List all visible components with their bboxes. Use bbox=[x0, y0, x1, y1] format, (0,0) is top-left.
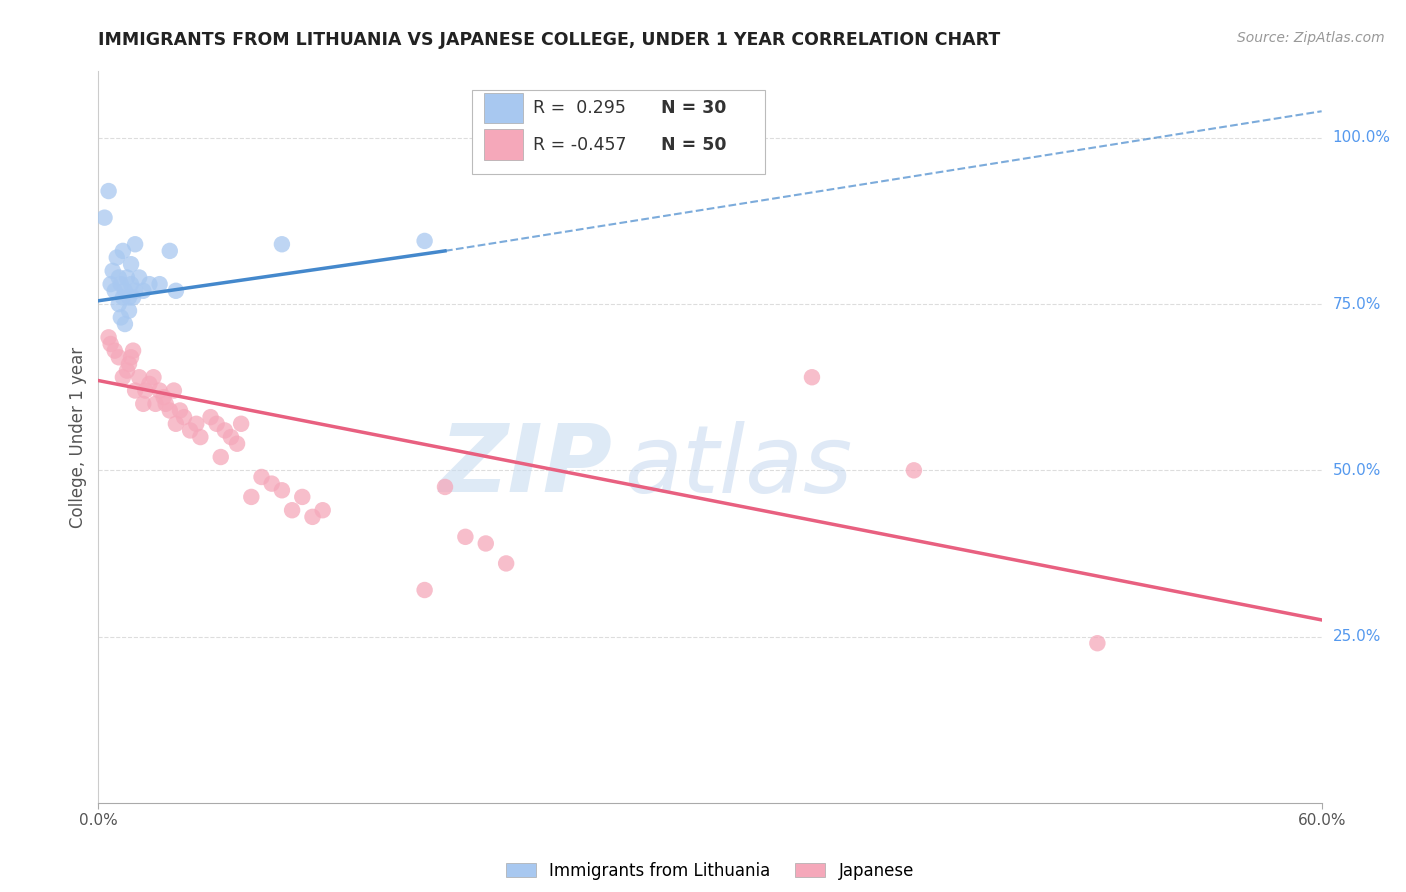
Point bbox=[454, 530, 477, 544]
Point bbox=[214, 424, 236, 438]
Point bbox=[270, 483, 294, 498]
Point bbox=[118, 290, 141, 304]
Point bbox=[115, 363, 138, 377]
Point bbox=[128, 370, 150, 384]
Text: R = -0.457: R = -0.457 bbox=[533, 136, 626, 153]
Point bbox=[97, 184, 120, 198]
Point bbox=[903, 463, 925, 477]
Text: N = 30: N = 30 bbox=[661, 99, 727, 117]
Point bbox=[291, 490, 314, 504]
Point bbox=[1085, 636, 1108, 650]
Point bbox=[111, 244, 134, 258]
Point bbox=[169, 403, 191, 417]
Point bbox=[115, 270, 138, 285]
Point bbox=[114, 317, 136, 331]
Text: ZIP: ZIP bbox=[439, 420, 612, 512]
Point bbox=[110, 310, 132, 325]
Point bbox=[159, 244, 181, 258]
Point bbox=[301, 509, 323, 524]
Point bbox=[165, 284, 187, 298]
Point bbox=[149, 384, 172, 398]
Point bbox=[231, 417, 253, 431]
Point bbox=[108, 297, 131, 311]
Point bbox=[100, 337, 122, 351]
Point bbox=[105, 251, 128, 265]
Point bbox=[179, 424, 201, 438]
Point bbox=[104, 343, 127, 358]
Point bbox=[240, 490, 263, 504]
Point bbox=[124, 237, 146, 252]
Point bbox=[120, 257, 142, 271]
Point bbox=[124, 284, 146, 298]
Point bbox=[413, 234, 436, 248]
Text: 25.0%: 25.0% bbox=[1333, 629, 1381, 644]
Point bbox=[145, 397, 167, 411]
Text: Source: ZipAtlas.com: Source: ZipAtlas.com bbox=[1237, 31, 1385, 45]
Point bbox=[120, 277, 142, 292]
Point bbox=[186, 417, 208, 431]
Point bbox=[250, 470, 273, 484]
Point bbox=[495, 557, 517, 571]
Point bbox=[134, 384, 156, 398]
Point bbox=[163, 384, 186, 398]
Point bbox=[200, 410, 222, 425]
Point bbox=[118, 357, 141, 371]
Point bbox=[138, 277, 160, 292]
Point bbox=[101, 264, 124, 278]
Point bbox=[205, 417, 228, 431]
Point bbox=[93, 211, 115, 225]
Point bbox=[270, 237, 294, 252]
Text: R =  0.295: R = 0.295 bbox=[533, 99, 626, 117]
FancyBboxPatch shape bbox=[484, 93, 523, 123]
Point bbox=[149, 277, 172, 292]
Point bbox=[132, 397, 155, 411]
Point bbox=[120, 351, 142, 365]
Point bbox=[281, 503, 304, 517]
Y-axis label: College, Under 1 year: College, Under 1 year bbox=[69, 346, 87, 528]
Point bbox=[260, 476, 283, 491]
Point bbox=[474, 536, 498, 550]
Point bbox=[111, 290, 134, 304]
Point bbox=[114, 284, 136, 298]
Text: 100.0%: 100.0% bbox=[1333, 130, 1391, 145]
Point bbox=[104, 284, 127, 298]
Point bbox=[110, 277, 132, 292]
Point bbox=[100, 277, 122, 292]
Point bbox=[219, 430, 242, 444]
Point bbox=[226, 436, 249, 450]
Text: IMMIGRANTS FROM LITHUANIA VS JAPANESE COLLEGE, UNDER 1 YEAR CORRELATION CHART: IMMIGRANTS FROM LITHUANIA VS JAPANESE CO… bbox=[98, 31, 1001, 49]
Text: atlas: atlas bbox=[624, 421, 852, 512]
Point bbox=[209, 450, 232, 464]
Point bbox=[188, 430, 212, 444]
Point bbox=[801, 370, 824, 384]
Point bbox=[122, 290, 145, 304]
Point bbox=[118, 303, 141, 318]
Point bbox=[312, 503, 335, 517]
Point bbox=[108, 270, 131, 285]
Point bbox=[138, 376, 160, 391]
Point bbox=[159, 403, 181, 417]
Point bbox=[173, 410, 195, 425]
Point bbox=[413, 582, 436, 597]
Point bbox=[434, 480, 457, 494]
FancyBboxPatch shape bbox=[484, 129, 523, 160]
FancyBboxPatch shape bbox=[471, 90, 765, 174]
Point bbox=[122, 343, 145, 358]
Legend: Immigrants from Lithuania, Japanese: Immigrants from Lithuania, Japanese bbox=[499, 855, 921, 887]
Point bbox=[142, 370, 165, 384]
Text: N = 50: N = 50 bbox=[661, 136, 727, 153]
Point bbox=[124, 384, 146, 398]
Point bbox=[108, 351, 131, 365]
Text: 50.0%: 50.0% bbox=[1333, 463, 1381, 478]
Point bbox=[155, 397, 177, 411]
Point bbox=[111, 370, 134, 384]
Point bbox=[128, 270, 150, 285]
Text: 75.0%: 75.0% bbox=[1333, 297, 1381, 311]
Point bbox=[132, 284, 155, 298]
Point bbox=[152, 390, 174, 404]
Point bbox=[165, 417, 187, 431]
Point bbox=[97, 330, 120, 344]
